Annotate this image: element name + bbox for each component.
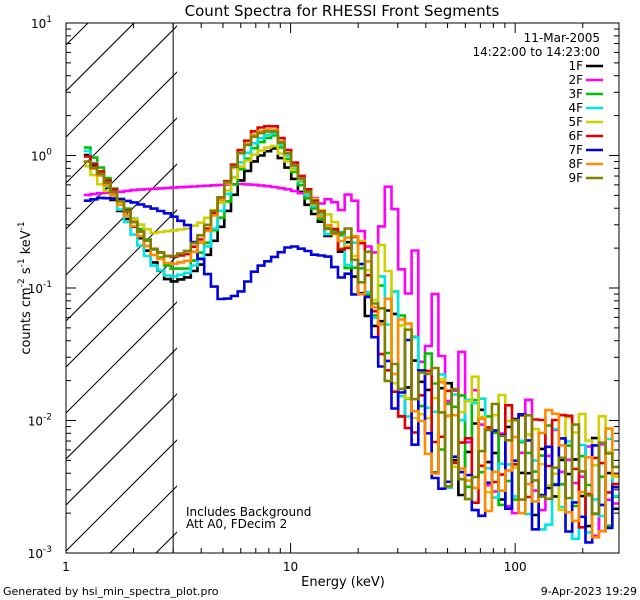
x-tick-label: 1 [62, 560, 70, 574]
legend-label-4F: 4F [568, 101, 583, 115]
hatch-line [155, 531, 177, 553]
y-tick-label: 10-2 [28, 413, 52, 429]
legend-label-7F: 7F [568, 143, 583, 157]
y-tick-label: 100 [31, 148, 52, 164]
y-axis-label: counts cm-2 s-1 keV-1 [17, 221, 34, 354]
date-label: 11-Mar-2005 [524, 31, 600, 45]
legend-label-1F: 1F [568, 59, 583, 73]
hatch-line [66, 163, 177, 276]
hatch-line [66, 255, 177, 368]
series-2F-line [83, 182, 619, 538]
hatch-line [66, 209, 177, 322]
series-9F-line [83, 130, 619, 516]
y-tick-label: 101 [31, 15, 52, 31]
y-tick-label: 10-3 [28, 545, 52, 561]
y-tick-label: 10-1 [28, 280, 52, 296]
x-tick-label: 10 [283, 560, 298, 574]
hatch-line [0, 0, 72, 553]
annotation-attenuator: Att A0, FDecim 2 [186, 517, 287, 531]
footer-generated-by: Generated by hsi_min_spectra_plot.pro [3, 585, 219, 598]
legend-label-8F: 8F [568, 157, 583, 171]
hatch-line [66, 393, 177, 506]
hatch-line [66, 117, 177, 230]
x-axis-label: Energy (keV) [301, 575, 385, 590]
hatch-line [66, 23, 135, 92]
legend-label-5F: 5F [568, 115, 583, 129]
legend-label-6F: 6F [568, 129, 583, 143]
shaded-region [0, 0, 177, 553]
legend-label-3F: 3F [568, 87, 583, 101]
legend-label-9F: 9F [568, 171, 583, 185]
x-tick-label: 100 [504, 560, 527, 574]
series-7F-line [83, 196, 619, 544]
hatch-line [66, 25, 177, 138]
chart-title: Count Spectra for RHESSI Front Segments [185, 2, 500, 20]
plot-frame [65, 22, 620, 554]
legend-label-2F: 2F [568, 73, 583, 87]
time-range-label: 14:22:00 to 14:23:00 [473, 45, 600, 59]
hatch-line [66, 301, 177, 414]
series-8F-line [83, 128, 619, 539]
footer-timestamp: 9-Apr-2023 19:29 [541, 585, 637, 598]
hatch-line [66, 439, 177, 552]
series-3F-line [83, 134, 619, 527]
annotation-background: Includes Background [186, 505, 311, 519]
hatch-line [66, 71, 177, 184]
